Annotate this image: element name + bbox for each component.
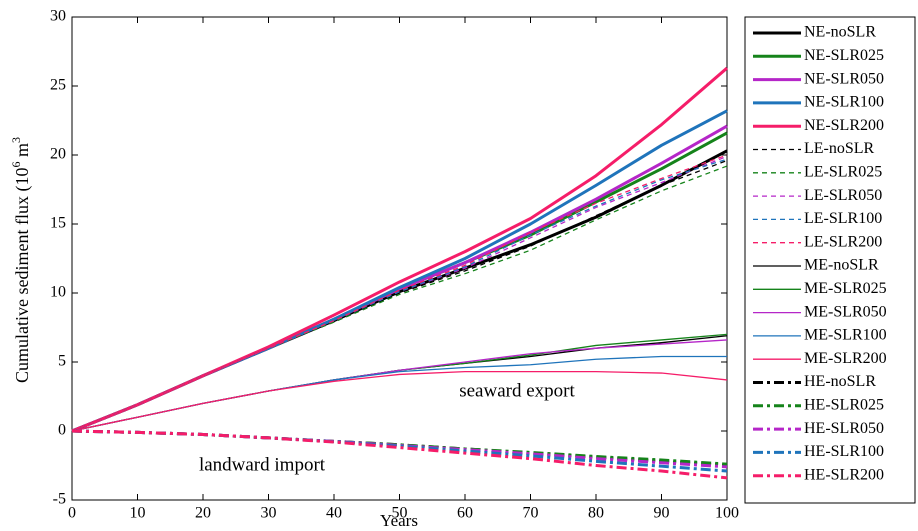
legend-label: NE-SLR050 <box>804 70 884 87</box>
y-tick-label: 20 <box>50 146 66 163</box>
y-axis-label: Cumulative sediment flux (106 m3 <box>9 137 33 383</box>
legend-label: HE-SLR100 <box>804 443 884 460</box>
legend-label: HE-SLR200 <box>804 466 884 483</box>
y-tick-label: 0 <box>58 422 66 439</box>
y-label-exponent: 3 <box>9 137 23 143</box>
legend-label: HE-SLR025 <box>804 396 884 413</box>
series-line <box>71 333 728 432</box>
series-line <box>71 429 728 473</box>
y-label-exponent: 6 <box>9 162 23 168</box>
series-line <box>71 429 728 469</box>
legend-label: HE-SLR050 <box>804 420 884 437</box>
y-tick-label: 5 <box>58 353 66 370</box>
y-tick-label: 15 <box>50 215 66 232</box>
series-line <box>71 109 728 433</box>
x-tick-label: 0 <box>68 505 76 522</box>
legend-label: LE-SLR200 <box>804 233 882 250</box>
x-tick-label: 50 <box>392 505 408 522</box>
series-line <box>71 339 728 432</box>
series-line <box>71 371 728 432</box>
legend-label: ME-noSLR <box>804 257 879 274</box>
x-tick-label: 80 <box>588 505 604 522</box>
x-tick-label: 70 <box>523 505 539 522</box>
series-line <box>71 429 728 467</box>
legend-label: NE-noSLR <box>804 24 876 41</box>
series-line <box>71 429 728 466</box>
y-tick-label: 10 <box>50 284 66 301</box>
x-tick-label: 30 <box>261 505 277 522</box>
x-tick-label: 100 <box>715 505 739 522</box>
series-line <box>71 429 728 480</box>
annotation: seaward export <box>459 380 575 401</box>
y-tick-label: 25 <box>50 77 66 94</box>
x-tick-label: 90 <box>654 505 670 522</box>
legend-label: LE-SLR025 <box>804 163 882 180</box>
legend-label: NE-SLR100 <box>804 94 884 111</box>
x-tick-label: 60 <box>457 505 473 522</box>
y-label-text: Cumulative sediment flux (10 <box>12 168 33 383</box>
legend-label: NE-SLR025 <box>804 47 884 64</box>
x-tick-label: 20 <box>195 505 211 522</box>
x-axis-label: Years <box>380 511 418 530</box>
legend-label: ME-SLR100 <box>804 327 887 344</box>
plot-frame <box>71 16 728 501</box>
x-tick-label: 40 <box>326 505 342 522</box>
legend-label: NE-SLR200 <box>804 117 884 134</box>
series-line <box>71 154 728 432</box>
series-line <box>71 335 728 432</box>
y-label-unit: m <box>12 143 32 162</box>
legend-label: LE-SLR100 <box>804 210 882 227</box>
legend-box <box>744 16 916 504</box>
annotation: landward import <box>199 454 326 475</box>
legend-label: HE-noSLR <box>804 373 876 390</box>
y-tick-label: 30 <box>50 8 66 25</box>
legend-label: LE-noSLR <box>804 140 875 157</box>
y-tick-label: -5 <box>53 491 66 508</box>
x-tick-label: 10 <box>130 505 146 522</box>
legend-label: LE-SLR050 <box>804 187 882 204</box>
series-line <box>71 66 728 433</box>
legend-label: ME-SLR025 <box>804 280 887 297</box>
series-line <box>71 124 728 433</box>
series-line <box>71 355 727 432</box>
legend-label: ME-SLR200 <box>804 350 887 367</box>
legend-label: ME-SLR050 <box>804 303 887 320</box>
